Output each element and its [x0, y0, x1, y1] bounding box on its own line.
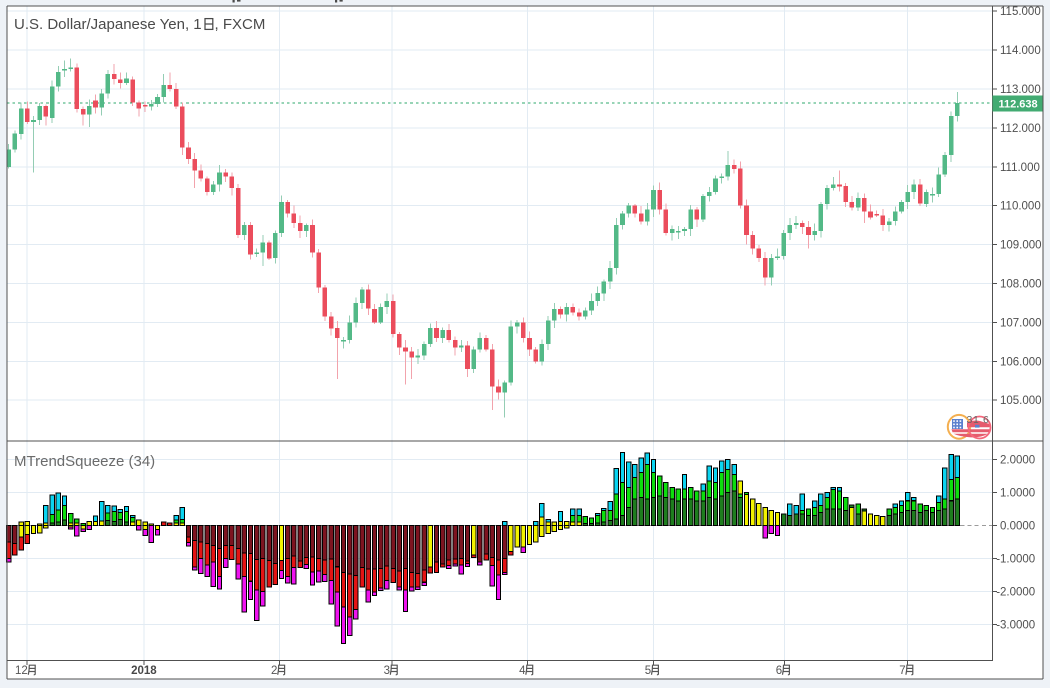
svg-text:-2.0000: -2.0000: [996, 587, 1035, 599]
svg-text:112.638: 112.638: [999, 99, 1038, 111]
svg-text:114.000: 114.000: [1000, 45, 1041, 57]
svg-text:109.000: 109.000: [1000, 240, 1042, 252]
svg-text:105.000: 105.000: [1000, 395, 1042, 407]
svg-text:107.000: 107.000: [1000, 317, 1042, 329]
svg-text:-3.0000: -3.0000: [996, 620, 1035, 632]
svg-text:111.000: 111.000: [1000, 162, 1040, 174]
svg-text:1: 1: [973, 414, 979, 426]
svg-text:U.S. Dollar/Japanese Yen, 1: U.S. Dollar/Japanese Yen, 1: [14, 16, 202, 33]
svg-text:113.000: 113.000: [1000, 84, 1041, 96]
svg-text:12: 12: [15, 665, 28, 677]
svg-text:2.0000: 2.0000: [1000, 455, 1035, 467]
svg-text:2018: 2018: [131, 665, 157, 677]
svg-text:115.000: 115.000: [1000, 6, 1041, 18]
svg-text:106.000: 106.000: [1000, 356, 1042, 368]
svg-text:3: 3: [967, 414, 973, 426]
svg-text:, FXCM: , FXCM: [215, 16, 266, 33]
svg-text:1.0000: 1.0000: [1000, 488, 1035, 500]
svg-text:108.000: 108.000: [1000, 279, 1042, 291]
svg-text:4: 4: [519, 665, 526, 677]
svg-text:3: 3: [384, 665, 390, 677]
svg-text:0.0000: 0.0000: [1000, 521, 1035, 533]
svg-text:6: 6: [776, 665, 782, 677]
svg-text:110.000: 110.000: [1000, 201, 1041, 213]
svg-text:7: 7: [899, 665, 905, 677]
svg-text:5: 5: [645, 665, 651, 677]
svg-text:112.000: 112.000: [1000, 123, 1041, 135]
svg-text:6: 6: [983, 414, 989, 426]
svg-text:2: 2: [271, 665, 277, 677]
svg-text:-1.0000: -1.0000: [996, 554, 1035, 566]
svg-text:MTrendSqueeze (34): MTrendSqueeze (34): [14, 453, 155, 470]
